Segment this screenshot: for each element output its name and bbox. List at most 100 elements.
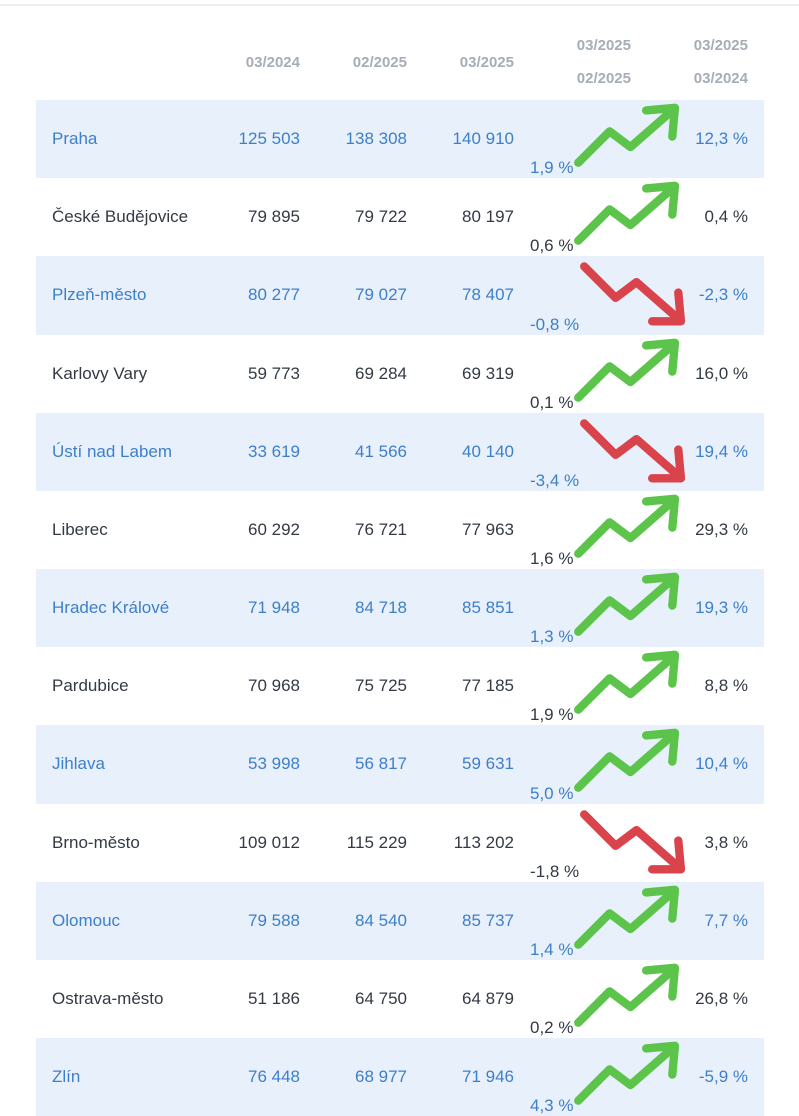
value-2025-02-cell: 68 977 [316,1038,423,1116]
value-2025-02-cell: 115 229 [346,832,407,852]
month-over-month-cell: -3,4 % [530,412,686,491]
table-row: Pardubice 70 968 75 725 77 185 1,9 % 8,8 % [36,647,764,725]
table-row: České Budějovice 79 895 79 722 80 197 0,6 % 0… [36,178,764,256]
value-2025-02-cell: 41 566 [316,412,423,491]
value-2025-03-cell: 85 737 [423,881,530,960]
trend-up-icon [574,650,680,715]
table-row: Praha 125 503 138 308 140 910 1,9 % 12,3 % [36,100,764,179]
city-name-cell: České Budějovice [52,207,189,227]
trend-up-icon [574,103,680,167]
value-2024-03-cell: 76 448 [212,1038,316,1116]
value-2025-02-cell: 84 540 [316,881,423,960]
mom-value-wrap: 1,4 % [530,885,688,959]
mom-value: 4,3 % [530,1096,574,1116]
year-over-year-cell: 29,3 % [695,519,748,539]
mom-value-wrap: -0,8 % [530,262,694,334]
city-name-cell: Plzeň-město [36,256,212,335]
trend-up-icon [574,572,680,636]
value-2025-02-cell: 76 721 [355,519,407,539]
mom-value: -0,8 % [530,314,580,334]
value-2025-03-cell: 85 851 [423,569,530,648]
value-2024-03-cell: 125 503 [212,100,316,179]
mom-value: 1,3 % [530,627,574,647]
mom-value: -1,8 % [530,861,580,881]
mom-value: 0,2 % [530,1018,574,1038]
table-header: 03/2024 02/2025 03/2025 03/2025 02/2025 … [36,24,764,100]
trend-up-icon [574,494,680,558]
value-2025-02-cell: 56 817 [316,725,423,804]
value-2024-03-cell: 71 948 [212,569,316,648]
value-2025-03-cell: 77 963 [462,519,514,539]
mom-value-wrap: -3,4 % [530,418,694,490]
value-2025-03-cell: 140 910 [423,100,530,179]
value-2024-03-cell: 60 292 [248,519,300,539]
year-over-year-cell: -2,3 % [647,256,764,335]
table-row: Olomouc 79 588 84 540 85 737 1,4 % 7,7 % [36,881,764,960]
month-over-month-cell: 1,3 % [530,569,680,648]
value-2024-03-cell: 109 012 [238,832,300,852]
city-name-cell: Praha [36,100,212,179]
month-over-month-cell: 4,3 % [530,1038,680,1116]
trend-up-icon [574,963,680,1027]
table-row: Ústí nad Labem 33 619 41 566 40 140 -3,4 % 19… [36,412,764,491]
header-2024-03: 03/2024 [245,53,300,71]
month-over-month-cell: 1,4 % [530,881,680,960]
city-name-cell: Zlín [36,1038,212,1116]
trend-up-icon [574,1041,680,1105]
value-2025-03-cell: 59 631 [423,725,530,804]
header-city [36,24,212,100]
header-2025-02: 02/2025 [352,53,407,71]
mom-value-wrap: 1,9 % [530,650,688,724]
header-row: 03/2024 02/2025 03/2025 03/2025 02/2025 … [36,24,764,100]
month-over-month-cell: 0,1 % [530,335,680,413]
trend-up-icon [574,181,680,246]
month-over-month-cell: 5,0 % [530,725,680,804]
mom-value-wrap: 0,1 % [530,338,688,412]
mom-value: 5,0 % [530,783,574,803]
month-over-month-cell: -1,8 % [530,804,686,882]
mom-value: 0,1 % [530,392,574,412]
top-divider [0,4,799,6]
value-2025-02-cell: 64 750 [355,988,407,1008]
trend-up-icon [574,885,680,949]
value-2025-03-cell: 64 879 [462,988,514,1008]
city-name-cell: Jihlava [36,725,212,804]
table-row: Hradec Králové 71 948 84 718 85 851 1,3 % 19,… [36,569,764,648]
year-over-year-cell: 19,3 % [647,569,764,648]
header-month-over-month: 03/2025 02/2025 [530,24,647,100]
value-2024-03-cell: 33 619 [212,412,316,491]
city-name-cell: Brno-město [52,832,140,852]
value-2025-02-cell: 138 308 [316,100,423,179]
value-2025-02-cell: 75 725 [355,676,407,696]
city-name-cell: Karlovy Vary [52,363,148,383]
mom-value: 1,9 % [530,158,574,178]
value-2024-03-cell: 79 588 [212,881,316,960]
city-name-cell: Pardubice [52,676,129,696]
value-2025-03-cell: 78 407 [423,256,530,335]
value-2024-03-cell: 53 998 [212,725,316,804]
trend-down-icon [580,418,686,483]
value-2024-03-cell: 59 773 [248,363,300,383]
city-name-cell: Hradec Králové [36,569,212,648]
header-yoy-top: 03/2025 [693,37,748,54]
table-row: Plzeň-město 80 277 79 027 78 407 -0,8 % -2,3 … [36,256,764,335]
table-row: Zlín 76 448 68 977 71 946 4,3 % -5,9 % [36,1038,764,1116]
trend-down-icon [580,262,686,326]
header-year-over-year: 03/2025 03/2024 [647,24,764,100]
trend-up-icon [574,338,680,402]
header-mom-top: 03/2025 [576,37,631,54]
city-name-cell: Ostrava-město [52,988,164,1008]
mom-value: 1,6 % [530,549,574,569]
table-body: Praha 125 503 138 308 140 910 1,9 % 12,3 % Čes… [36,100,764,1116]
month-over-month-cell: 0,2 % [530,960,680,1038]
city-comparison-table: 03/2024 02/2025 03/2025 03/2025 02/2025 … [36,24,764,1116]
table-row: Jihlava 53 998 56 817 59 631 5,0 % 10,4 % [36,725,764,804]
value-2025-02-cell: 84 718 [316,569,423,648]
mom-value-wrap: 0,2 % [530,963,688,1038]
value-2025-03-cell: 40 140 [423,412,530,491]
value-2025-02-cell: 79 027 [316,256,423,335]
table-row: Liberec 60 292 76 721 77 963 1,6 % 29,3 % [36,491,764,569]
mom-value: -3,4 % [530,470,580,490]
trend-up-icon [574,729,680,793]
header-yoy-bottom: 03/2024 [693,70,748,87]
